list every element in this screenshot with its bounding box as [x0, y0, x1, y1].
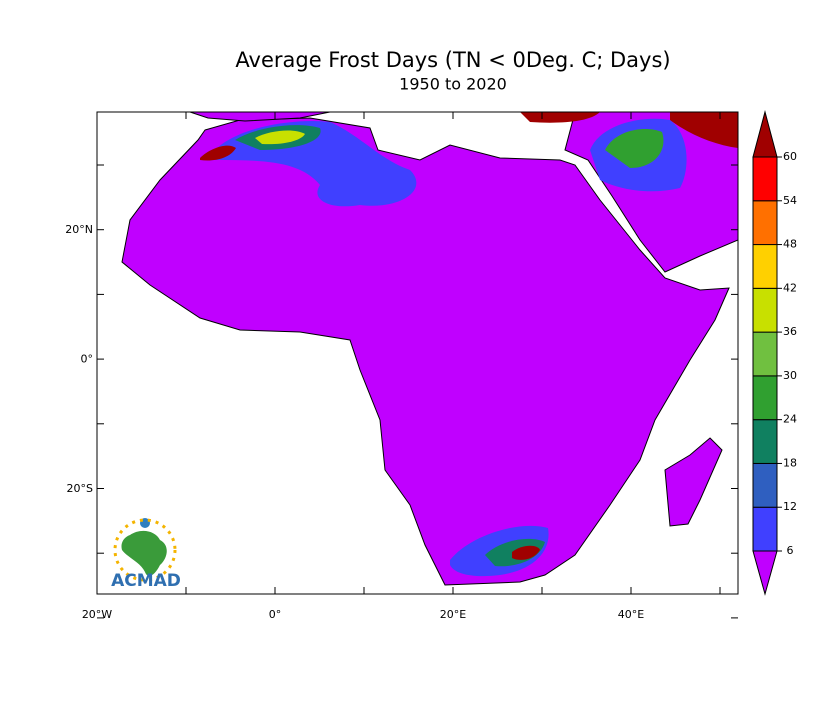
atlas-frost-peak — [255, 130, 305, 145]
title: Average Frost Days (TN < 0Deg. C; Days) — [235, 48, 670, 72]
colorbar-under — [752, 550, 778, 596]
x-tick-label: 20°W — [82, 608, 112, 621]
colorbar-label: 18 — [783, 456, 797, 469]
atlas-frost-red — [200, 145, 236, 161]
colorbar-over — [752, 110, 778, 158]
colorbar-box — [752, 200, 778, 246]
colorbar-label: 36 — [783, 325, 797, 338]
logo-text: ACMAD — [111, 571, 181, 591]
africa — [121, 117, 730, 586]
x-tick-label: 0° — [269, 608, 282, 621]
subtitle: 1950 to 2020 — [399, 75, 507, 94]
map-frame — [96, 111, 739, 595]
colorbar-label: 54 — [783, 194, 797, 207]
colorbar-box — [752, 462, 778, 508]
x-tick-label: 40°E — [618, 608, 644, 621]
madagascar — [664, 437, 723, 527]
colorbar-box — [752, 375, 778, 421]
europe — [189, 112, 331, 122]
colorbar-label: 42 — [783, 281, 797, 294]
logo: ACMAD — [111, 518, 181, 591]
middle-east-frost-high — [605, 129, 664, 168]
colorbar-label: 60 — [783, 150, 797, 163]
map-area — [97, 112, 738, 594]
colorbar-box — [752, 156, 778, 202]
colorbar-box — [752, 506, 778, 552]
north-frost-red — [520, 112, 738, 148]
colorbar-box — [752, 244, 778, 289]
colorbar-box — [752, 287, 778, 333]
y-tick-label: 0° — [81, 353, 94, 366]
south-africa-frost-peak — [512, 545, 540, 560]
colorbar-box — [752, 419, 778, 464]
y-tick-label: 20°N — [65, 223, 93, 236]
y-tick-label: 20°S — [67, 482, 93, 495]
colorbar-label: 6 — [787, 544, 794, 557]
colorbar-label: 24 — [783, 413, 797, 426]
colorbar-label: 30 — [783, 369, 797, 382]
colorbar-box — [752, 331, 778, 377]
colorbar-label: 12 — [783, 500, 797, 513]
x-tick-label: 20°E — [440, 608, 466, 621]
colorbar-label: 48 — [783, 238, 797, 251]
